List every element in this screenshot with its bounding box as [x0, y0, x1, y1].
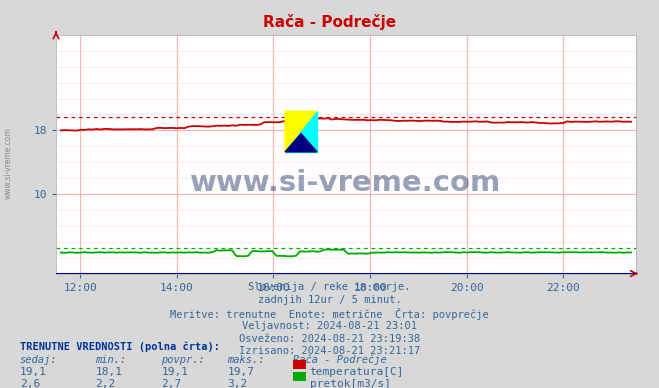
Text: Slovenija / reke in morje.: Slovenija / reke in morje.: [248, 282, 411, 293]
Text: Meritve: trenutne  Enote: metrične  Črta: povprečje: Meritve: trenutne Enote: metrične Črta: …: [170, 308, 489, 320]
Polygon shape: [285, 111, 317, 152]
Polygon shape: [285, 111, 317, 152]
Text: 19,1: 19,1: [161, 367, 188, 377]
Text: sedaj:: sedaj:: [20, 355, 57, 365]
Text: pretok[m3/s]: pretok[m3/s]: [310, 379, 391, 388]
Text: 19,1: 19,1: [20, 367, 47, 377]
Text: www.si-vreme.com: www.si-vreme.com: [3, 127, 13, 199]
Text: Rača - Podrečje: Rača - Podrečje: [293, 355, 387, 365]
Text: Rača - Podrečje: Rača - Podrečje: [263, 14, 396, 29]
Text: povpr.:: povpr.:: [161, 355, 205, 365]
Text: 2,6: 2,6: [20, 379, 40, 388]
Text: temperatura[C]: temperatura[C]: [310, 367, 404, 377]
Text: www.si-vreme.com: www.si-vreme.com: [190, 169, 501, 197]
Text: Veljavnost: 2024-08-21 23:01: Veljavnost: 2024-08-21 23:01: [242, 321, 417, 331]
Text: zadnjih 12ur / 5 minut.: zadnjih 12ur / 5 minut.: [258, 295, 401, 305]
Text: Izrisano: 2024-08-21 23:21:17: Izrisano: 2024-08-21 23:21:17: [239, 346, 420, 357]
Text: 19,7: 19,7: [227, 367, 254, 377]
Text: Osveženo: 2024-08-21 23:19:38: Osveženo: 2024-08-21 23:19:38: [239, 334, 420, 344]
Text: 18,1: 18,1: [96, 367, 123, 377]
Text: maks.:: maks.:: [227, 355, 265, 365]
Text: 3,2: 3,2: [227, 379, 248, 388]
Text: TRENUTNE VREDNOSTI (polna črta):: TRENUTNE VREDNOSTI (polna črta):: [20, 341, 219, 352]
Polygon shape: [285, 133, 317, 152]
Text: 2,7: 2,7: [161, 379, 182, 388]
Text: 2,2: 2,2: [96, 379, 116, 388]
Text: min.:: min.:: [96, 355, 127, 365]
